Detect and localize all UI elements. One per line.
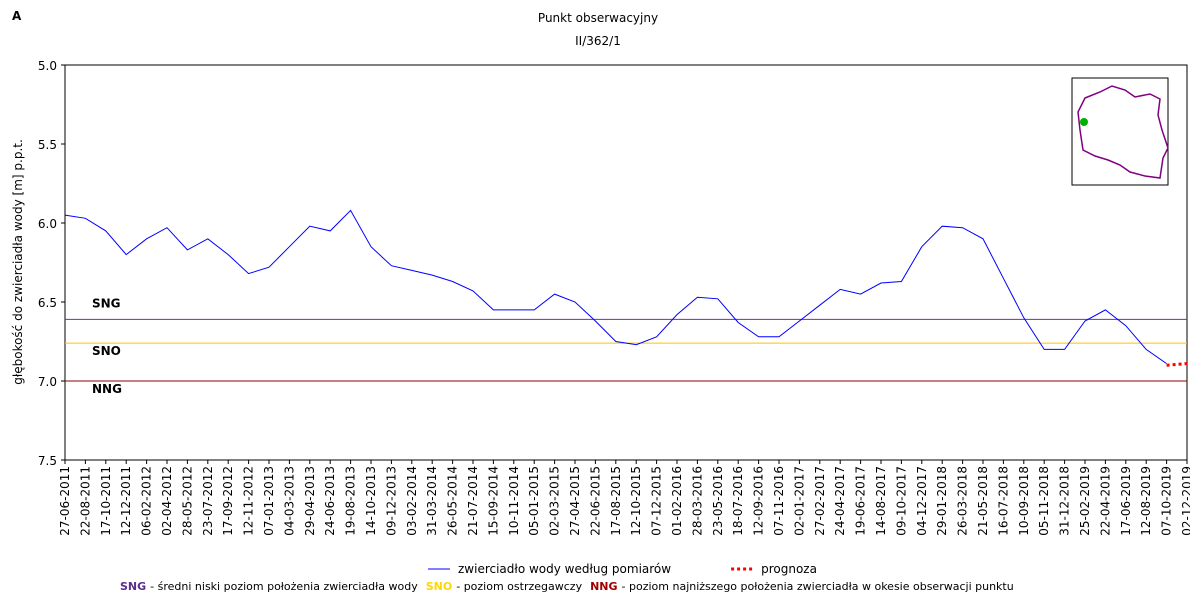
x-tick-label: 12-11-2012 [242, 466, 256, 536]
plot-frame [64, 64, 1188, 461]
x-tick-label: 22-06-2015 [588, 466, 602, 536]
note-abbrev: SNO [426, 580, 452, 593]
x-tick-label: 26-05-2014 [446, 466, 460, 536]
chart-title: Punkt obserwacyjny [538, 11, 658, 25]
x-tick-label: 07-11-2016 [772, 466, 786, 536]
x-tick-label: 17-09-2012 [221, 466, 235, 536]
x-tick-label: 17-06-2019 [1119, 466, 1133, 536]
x-tick-label: 19-08-2013 [344, 466, 358, 536]
y-tick-label: 7.0 [38, 375, 57, 389]
x-tick-label: 22-04-2019 [1098, 466, 1112, 536]
map-point [1080, 118, 1088, 126]
reference-label: NNG [92, 382, 122, 396]
note-abbrev: NNG [590, 580, 617, 593]
x-tick-label: 29-04-2013 [303, 466, 317, 536]
y-axis-label: głębokość do zwierciadła wody [m] p.p.t. [11, 139, 25, 385]
reference-note: SNG - średni niski poziom położenia zwier… [120, 580, 1014, 593]
x-tick-label: 05-01-2015 [527, 466, 541, 536]
x-tick-label: 27-06-2011 [58, 466, 72, 536]
x-tick-label: 04-12-2017 [915, 466, 929, 536]
y-tick-label: 5.5 [38, 138, 57, 152]
x-tick-label: 12-10-2015 [629, 466, 643, 536]
x-tick-label: 28-05-2012 [180, 466, 194, 536]
reference-label: SNO [92, 344, 121, 358]
map-outline [1077, 85, 1169, 179]
y-tick-label: 5.0 [38, 59, 57, 73]
x-tick-label: 23-05-2016 [711, 466, 725, 536]
x-tick-label: 24-06-2013 [323, 466, 337, 536]
x-tick-label: 07-10-2019 [1160, 466, 1174, 536]
x-tick-label: 10-09-2018 [1017, 466, 1031, 536]
x-tick-label: 31-12-2018 [1058, 466, 1072, 536]
x-tick-label: 05-11-2018 [1037, 466, 1051, 536]
x-tick-label: 10-11-2014 [507, 466, 521, 536]
chart-subtitle: II/362/1 [575, 34, 621, 48]
panel-label: A [12, 9, 22, 23]
x-tick-label: 02-12-2019 [1180, 466, 1190, 536]
x-tick-label: 02-03-2015 [548, 466, 562, 536]
x-tick-label: 21-05-2018 [976, 466, 990, 536]
x-tick-label: 27-02-2017 [813, 466, 827, 536]
x-tick-label: 26-03-2018 [956, 466, 970, 536]
x-tick-label: 19-06-2017 [854, 466, 868, 536]
map-frame [1071, 77, 1169, 186]
y-tick-label: 6.5 [38, 296, 57, 310]
x-tick-label: 01-02-2016 [670, 466, 684, 536]
y-tick-label: 6.0 [38, 217, 57, 231]
x-tick-label: 09-10-2017 [894, 466, 908, 536]
x-tick-label: 28-03-2016 [690, 466, 704, 536]
legend: zwierciadło wody według pomiarów prognoza [428, 562, 817, 576]
x-tick-label: 12-09-2016 [752, 466, 766, 536]
x-tick-label: 22-08-2011 [78, 466, 92, 536]
x-tick-label: 03-02-2014 [405, 466, 419, 536]
note-description: - średni niski poziom położenia zwiercia… [150, 580, 418, 593]
x-tick-label: 18-07-2016 [731, 466, 745, 536]
x-tick-label: 12-12-2011 [119, 466, 133, 536]
x-tick-label: 07-12-2015 [650, 466, 664, 536]
data-line [64, 209, 1167, 365]
x-tick-label: 14-10-2013 [364, 466, 378, 536]
reference-label: SNG [92, 296, 121, 310]
data-line [1166, 362, 1188, 367]
x-tick-label: 23-07-2012 [201, 466, 215, 536]
map-inset [1071, 77, 1169, 186]
x-tick-label: 02-04-2012 [160, 466, 174, 536]
x-tick-label: 07-01-2013 [262, 466, 276, 536]
x-tick-label: 16-07-2018 [996, 466, 1010, 536]
x-tick-label: 25-02-2019 [1078, 466, 1092, 536]
x-tick-label: 24-04-2017 [833, 466, 847, 536]
x-tick-label: 27-04-2015 [568, 466, 582, 536]
y-tick-label: 7.5 [38, 454, 57, 468]
x-tick-label: 17-08-2015 [609, 466, 623, 536]
note-description: - poziom najniższego położenia zwierciad… [622, 580, 1014, 593]
x-tick-label: 12-08-2019 [1139, 466, 1153, 536]
x-tick-label: 31-03-2014 [425, 466, 439, 536]
x-tick-label: 21-07-2014 [466, 466, 480, 536]
x-tick-label: 09-12-2013 [384, 466, 398, 536]
legend-label: prognoza [761, 562, 817, 576]
x-tick-label: 14-08-2017 [874, 466, 888, 536]
legend-label: zwierciadło wody według pomiarów [458, 562, 671, 576]
note-description: - poziom ostrzegawczy [456, 580, 582, 593]
x-tick-label: 02-01-2017 [792, 466, 806, 536]
x-tick-label: 04-03-2013 [282, 466, 296, 536]
x-tick-label: 29-01-2018 [935, 466, 949, 536]
note-abbrev: SNG [120, 580, 146, 593]
x-tick-label: 17-10-2011 [99, 466, 113, 536]
x-tick-label: 15-09-2014 [486, 466, 500, 536]
x-tick-label: 06-02-2012 [140, 466, 154, 536]
